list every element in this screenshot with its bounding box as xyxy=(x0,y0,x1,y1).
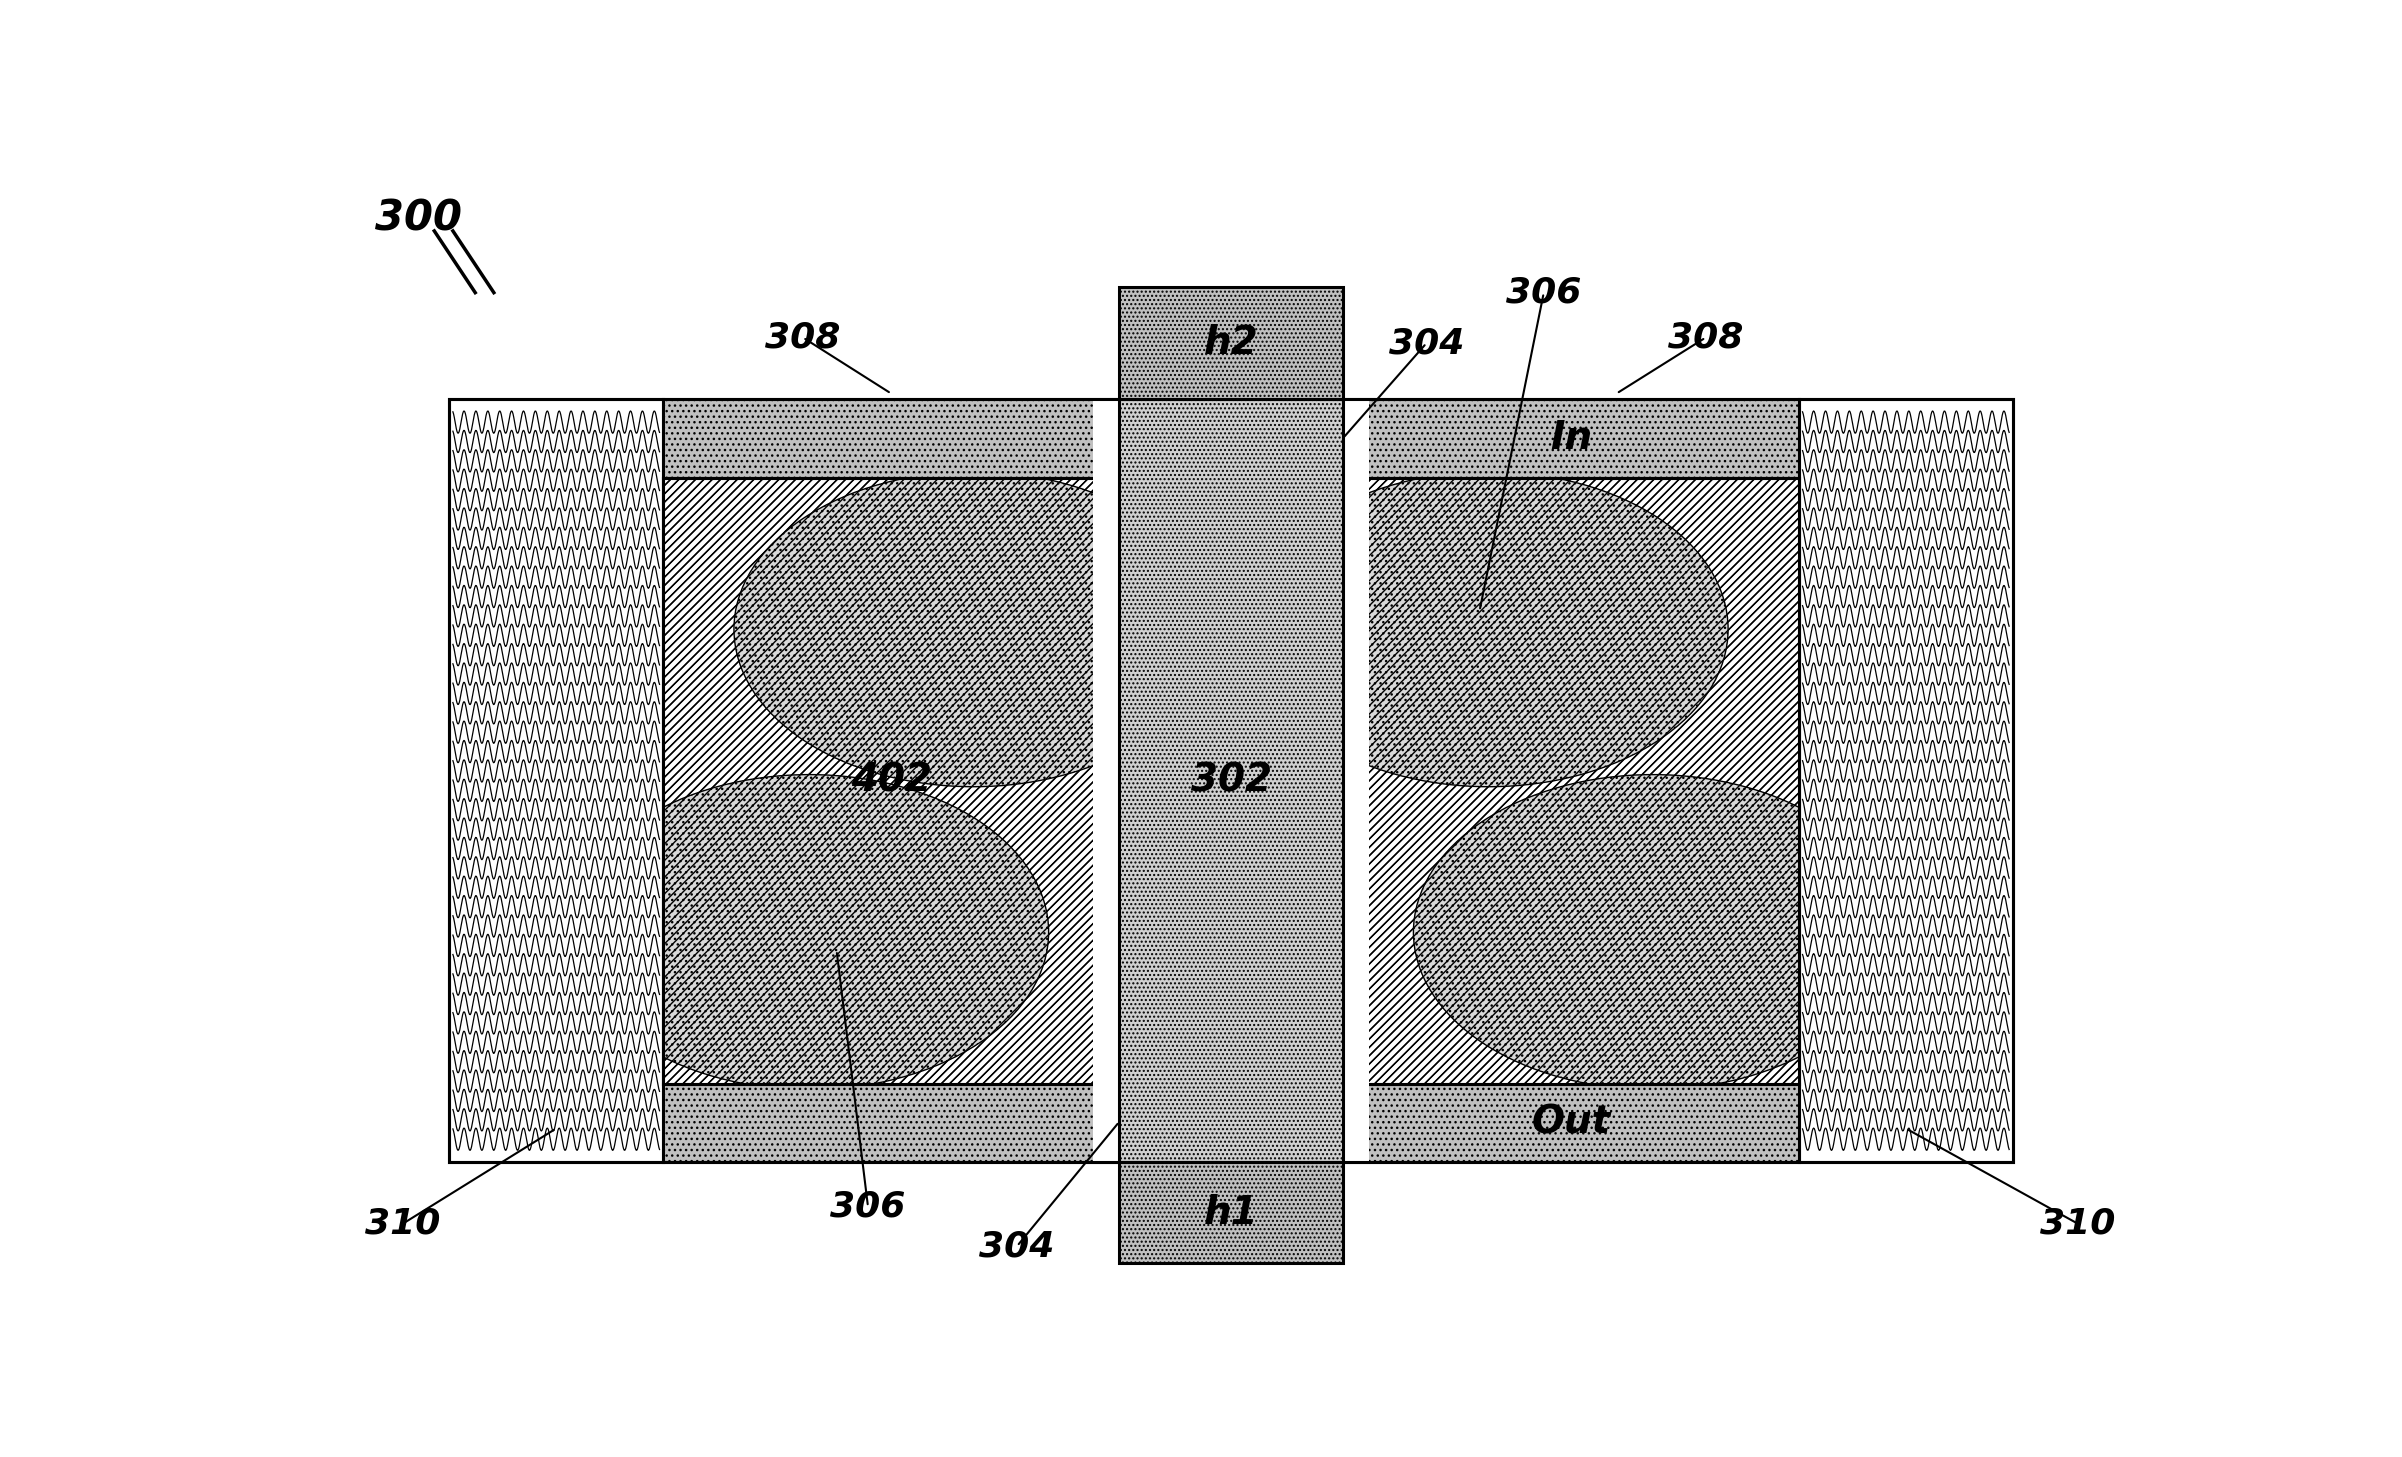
Text: 304: 304 xyxy=(1388,326,1465,360)
Bar xyxy=(663,478,1119,1084)
Bar xyxy=(663,478,1119,1084)
Text: 306: 306 xyxy=(831,1190,906,1224)
Ellipse shape xyxy=(735,472,1213,787)
Text: 402: 402 xyxy=(850,762,932,800)
Bar xyxy=(663,399,1119,478)
Ellipse shape xyxy=(1412,775,1893,1090)
Bar xyxy=(1343,478,1799,1084)
Text: 308: 308 xyxy=(766,321,841,354)
Text: 304: 304 xyxy=(980,1230,1054,1263)
Ellipse shape xyxy=(569,775,1050,1090)
Text: h2: h2 xyxy=(1203,323,1259,363)
Text: 310: 310 xyxy=(2039,1206,2116,1241)
Bar xyxy=(1119,399,1343,1163)
Text: h1: h1 xyxy=(1203,1193,1259,1231)
Bar xyxy=(1343,478,1799,1084)
Text: 306: 306 xyxy=(1506,275,1581,310)
Text: 300: 300 xyxy=(375,197,461,239)
Bar xyxy=(663,478,1119,1084)
Bar xyxy=(663,478,1119,1084)
Bar xyxy=(1093,399,1119,1163)
Ellipse shape xyxy=(1249,472,1727,787)
Text: 308: 308 xyxy=(1667,321,1744,354)
Bar xyxy=(1119,1163,1343,1263)
Text: In: In xyxy=(1549,420,1593,457)
Bar xyxy=(1799,399,2013,1163)
Bar xyxy=(449,399,663,1163)
Text: 302: 302 xyxy=(1191,762,1271,800)
Bar xyxy=(1343,478,1799,1084)
Bar xyxy=(663,478,1119,1084)
Bar xyxy=(1343,399,1799,478)
Bar xyxy=(663,1084,1119,1163)
Bar xyxy=(1119,287,1343,399)
Bar xyxy=(449,399,2013,1163)
Text: Out: Out xyxy=(1530,1104,1609,1142)
Bar xyxy=(1343,1084,1799,1163)
Bar xyxy=(1343,478,1799,1084)
Bar xyxy=(1343,399,1369,1163)
Text: 310: 310 xyxy=(365,1206,440,1241)
